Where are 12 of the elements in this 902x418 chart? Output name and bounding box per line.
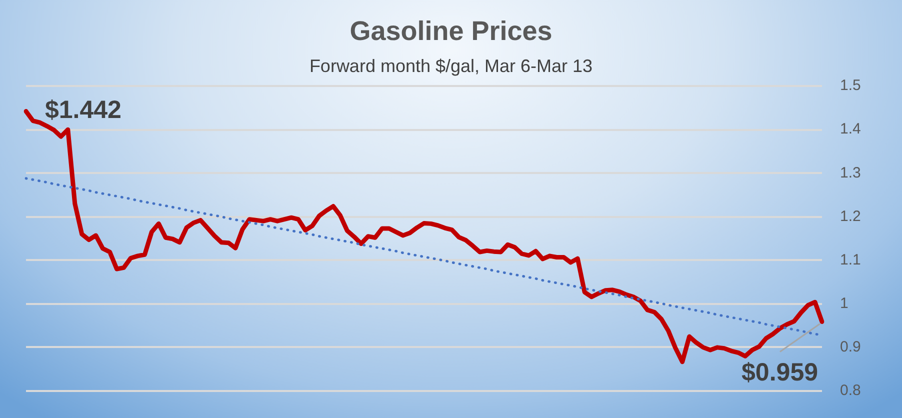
y-tick-label: 1.2 (840, 208, 861, 225)
y-tick-label: 1.1 (840, 251, 861, 268)
chart-title: Gasoline Prices (348, 16, 554, 47)
y-tick-label: 1.5 (840, 77, 861, 94)
annotation: $0.959 (742, 358, 818, 387)
annotation: $1.442 (45, 96, 122, 124)
y-tick-label: 1 (840, 295, 848, 312)
y-tick-label: 1.4 (840, 120, 861, 138)
y-tick-label: 0.9 (840, 338, 861, 356)
y-tick-label: 0.8 (840, 382, 861, 400)
y-tick-label: 1.3 (840, 164, 861, 182)
chart-subtitle: Forward month $/gal, Mar 6-Mar 13 (308, 56, 594, 77)
